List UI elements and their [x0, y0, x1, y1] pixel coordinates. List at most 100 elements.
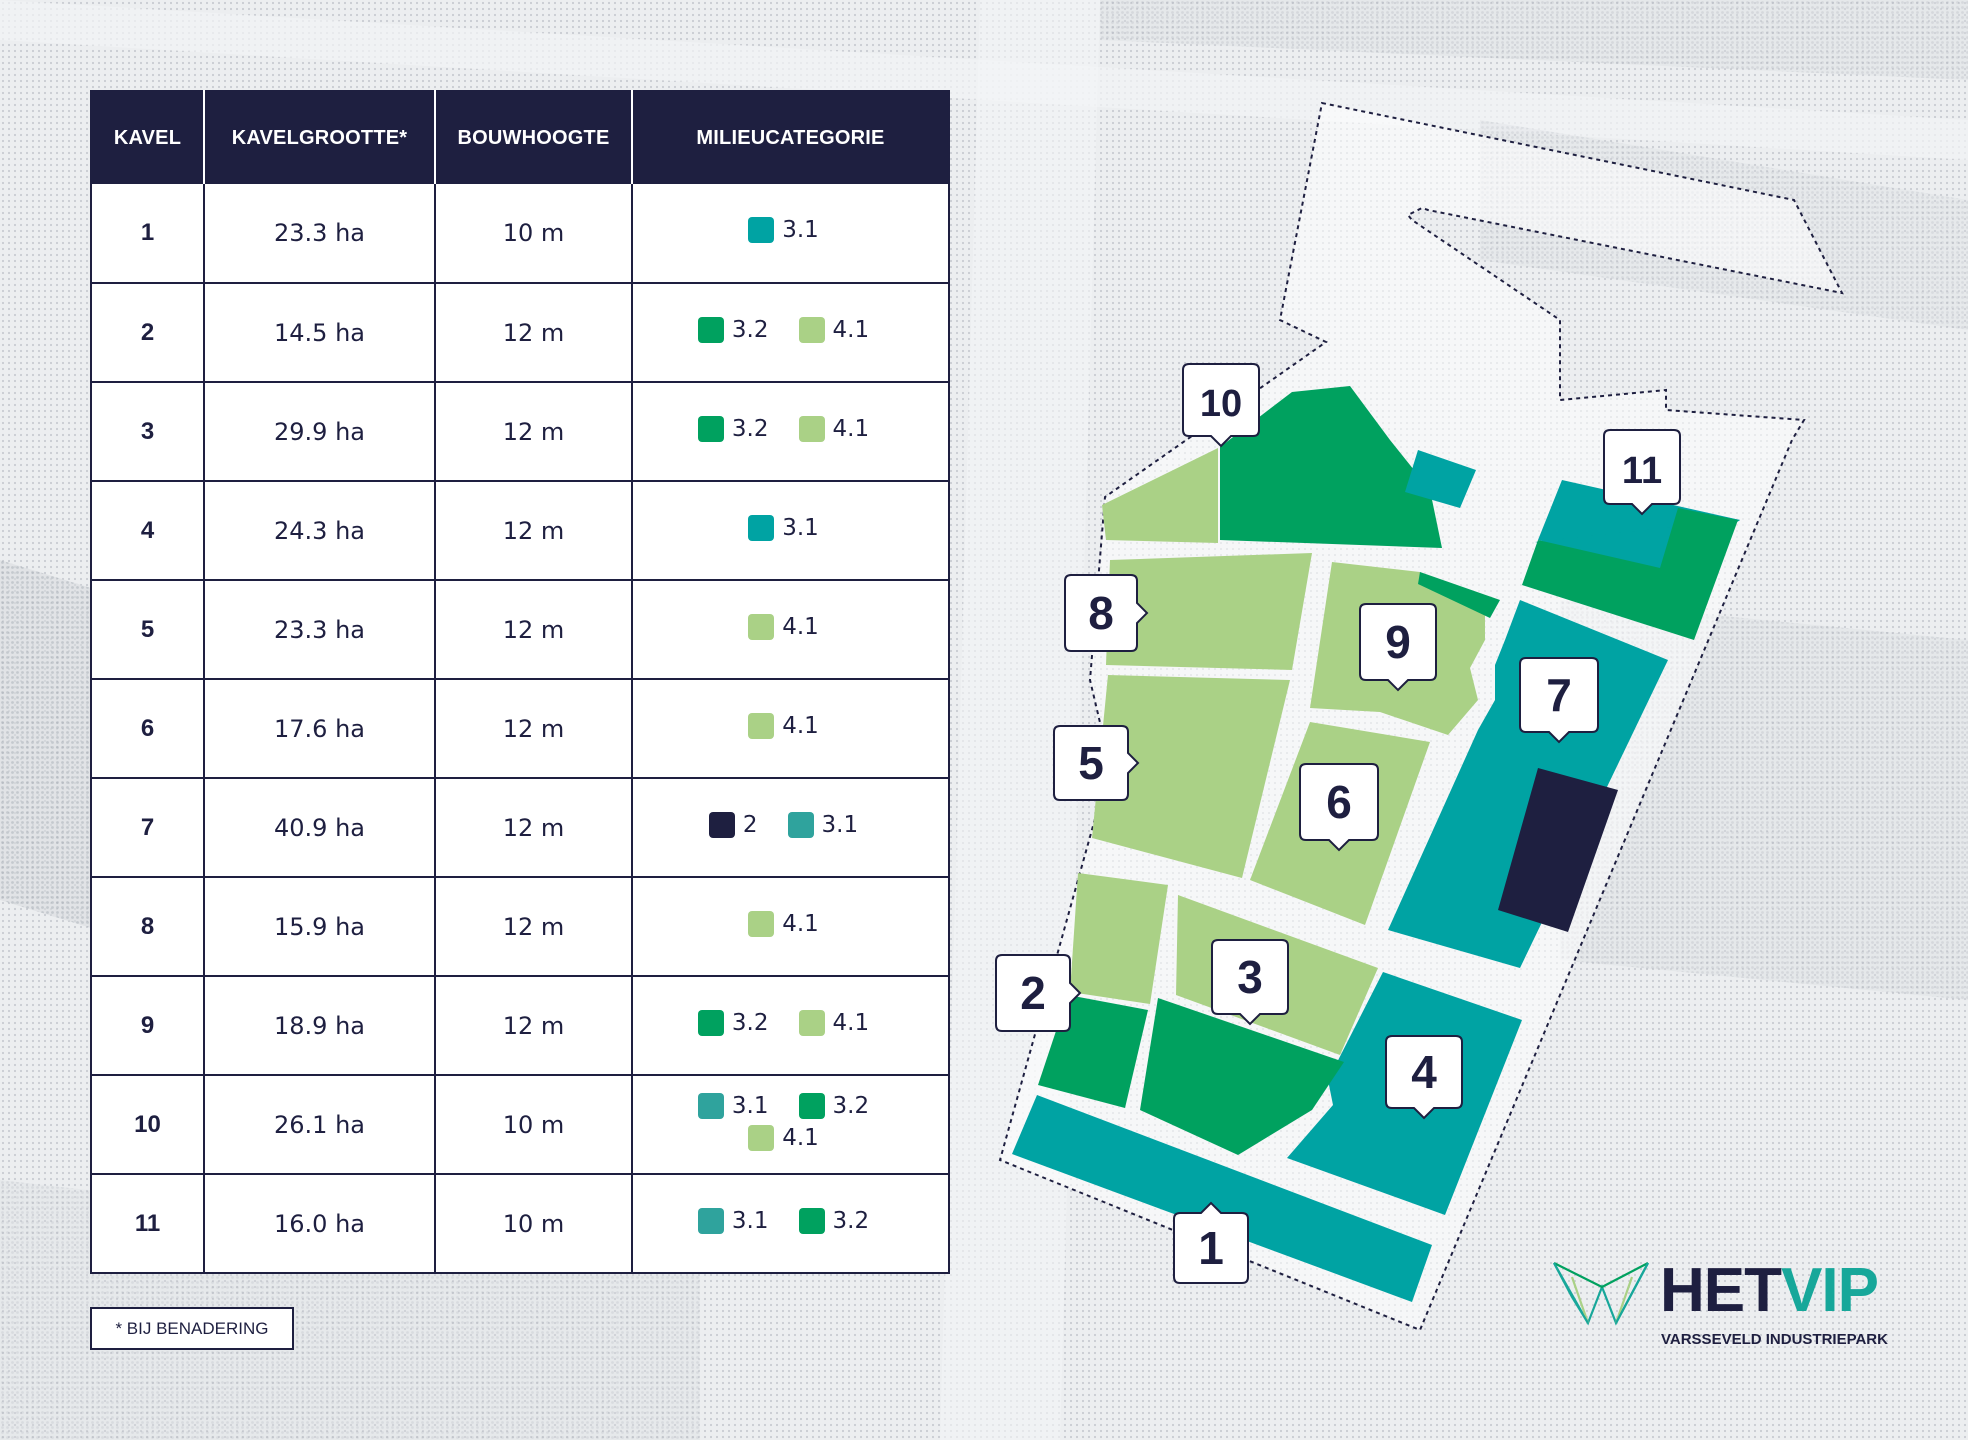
cell-kavel: 9	[91, 976, 205, 1076]
plot-number-label: 3	[1237, 951, 1263, 1003]
cell-kavelgrootte: 23.3 ha	[204, 184, 436, 284]
cell-bouwhoogte: 12 m	[435, 679, 633, 779]
category-swatch	[798, 1092, 825, 1119]
category-chip: 3.1	[697, 1092, 769, 1119]
cell-kavel: 8	[91, 877, 205, 977]
cell-kavelgrootte: 17.6 ha	[204, 679, 436, 779]
plot-table-container: KAVEL KAVELGROOTTE* BOUWHOOGTE MILIEUCAT…	[90, 90, 950, 1274]
pin-box	[995, 954, 1082, 1032]
plot-pin-7[interactable]: 7	[1519, 657, 1599, 744]
table-row: 7 40.9 ha 12 m 2 3.1	[91, 778, 949, 878]
plot-8[interactable]	[1106, 553, 1312, 670]
plot-1[interactable]	[1012, 1095, 1432, 1302]
cell-kavelgrootte: 26.1 ha	[204, 1075, 436, 1175]
category-chip: 3.2	[697, 1009, 769, 1036]
cell-kavelgrootte: 14.5 ha	[204, 283, 436, 383]
cell-kavel: 6	[91, 679, 205, 779]
category-swatch	[798, 415, 825, 442]
plot-10-corner[interactable]	[1405, 450, 1476, 508]
category-label: 4.1	[782, 910, 819, 937]
plot-number-label: 2	[1020, 967, 1046, 1019]
plot-9-strip[interactable]	[1418, 572, 1500, 618]
cell-bouwhoogte: 12 m	[435, 976, 633, 1076]
cell-kavel: 5	[91, 580, 205, 680]
category-chip: 4.1	[798, 415, 870, 442]
plot-number-label: 4	[1411, 1046, 1437, 1098]
cell-milieucategorie: 3.2 4.1	[632, 283, 949, 383]
cell-bouwhoogte: 12 m	[435, 778, 633, 878]
category-label: 4.1	[832, 415, 870, 442]
plot-10-east[interactable]	[1220, 386, 1442, 548]
plot-pin-10[interactable]: 10	[1182, 363, 1260, 448]
category-chip: 3.1	[787, 811, 859, 838]
header-milieucategorie: MILIEUCATEGORIE	[632, 91, 949, 184]
cell-milieucategorie: 3.1	[632, 481, 949, 581]
table-row: 6 17.6 ha 12 m 4.1	[91, 679, 949, 779]
plot-pin-5[interactable]: 5	[1053, 725, 1140, 801]
category-label: 4.1	[832, 316, 870, 343]
cell-milieucategorie: 3.2 4.1	[632, 382, 949, 482]
category-chip: 3.1	[697, 1207, 769, 1234]
category-swatch	[748, 613, 775, 640]
plot-number-label: 6	[1326, 776, 1352, 828]
logo-subtitle: VARSSEVELD INDUSTRIEPARK	[1661, 1331, 1888, 1348]
pin-box	[1053, 725, 1140, 801]
plot-pin-9[interactable]: 9	[1359, 603, 1437, 692]
category-chip: 3.1	[748, 514, 819, 541]
plot-3-south[interactable]	[1140, 998, 1344, 1155]
category-label: 3.2	[731, 316, 769, 343]
pin-box	[1064, 574, 1149, 652]
table-row: 3 29.9 ha 12 m 3.2 4.1	[91, 382, 949, 482]
logo-wordmark: HETVIP	[1660, 1255, 1879, 1326]
category-swatch	[748, 514, 775, 541]
plot-pin-2[interactable]: 2	[995, 954, 1082, 1032]
category-chip: 4.1	[748, 910, 819, 937]
header-kavelgrootte: KAVELGROOTTE*	[204, 91, 436, 184]
plot-7-dark[interactable]	[1498, 768, 1618, 932]
cell-bouwhoogte: 12 m	[435, 283, 633, 383]
plot-pin-8[interactable]: 8	[1064, 574, 1149, 652]
cell-kavelgrootte: 15.9 ha	[204, 877, 436, 977]
category-label: 3.1	[731, 1092, 769, 1119]
category-label: 3.2	[832, 1207, 870, 1234]
plot-pin-1[interactable]: 1	[1173, 1201, 1249, 1284]
category-swatch	[748, 910, 775, 937]
cell-bouwhoogte: 10 m	[435, 1075, 633, 1175]
category-label: 3.1	[731, 1207, 769, 1234]
cell-bouwhoogte: 10 m	[435, 1174, 633, 1273]
cell-kavelgrootte: 18.9 ha	[204, 976, 436, 1076]
category-chip: 3.2	[697, 316, 769, 343]
pin-box	[1519, 657, 1599, 744]
plot-11-green[interactable]	[1522, 508, 1738, 640]
pin-box	[1299, 763, 1379, 852]
logo-het-text: HET	[1660, 1256, 1782, 1325]
category-label: 3.2	[731, 1009, 769, 1036]
plot-5[interactable]	[1092, 675, 1290, 878]
plot-pin-11[interactable]: 11	[1603, 429, 1681, 516]
cell-bouwhoogte: 12 m	[435, 877, 633, 977]
plot-2[interactable]	[1070, 873, 1168, 1004]
category-swatch	[798, 1207, 825, 1234]
plot-pin-4[interactable]: 4	[1385, 1035, 1463, 1120]
category-chip: 4.1	[798, 1009, 869, 1036]
category-label: 4.1	[782, 613, 819, 640]
plot-pin-3[interactable]: 3	[1211, 939, 1289, 1026]
footnote: * BIJ BENADERING	[90, 1307, 294, 1350]
cell-milieucategorie: 3.1 3.2 4.1	[632, 1075, 949, 1175]
pin-box	[1603, 429, 1681, 516]
cell-kavel: 3	[91, 382, 205, 482]
category-swatch	[708, 811, 735, 838]
category-label: 3.1	[821, 811, 859, 838]
plot-number-label: 7	[1546, 669, 1572, 721]
category-label: 3.2	[832, 1092, 870, 1119]
category-label: 4.1	[782, 712, 819, 739]
category-swatch	[697, 415, 724, 442]
category-chip: 4.1	[748, 712, 819, 739]
plot-10-west[interactable]	[1102, 448, 1218, 543]
category-swatch	[748, 712, 775, 739]
plot-pin-6[interactable]: 6	[1299, 763, 1379, 852]
plot-table: KAVEL KAVELGROOTTE* BOUWHOOGTE MILIEUCAT…	[90, 90, 950, 1274]
category-swatch	[697, 1009, 724, 1036]
category-label: 3.2	[731, 415, 769, 442]
